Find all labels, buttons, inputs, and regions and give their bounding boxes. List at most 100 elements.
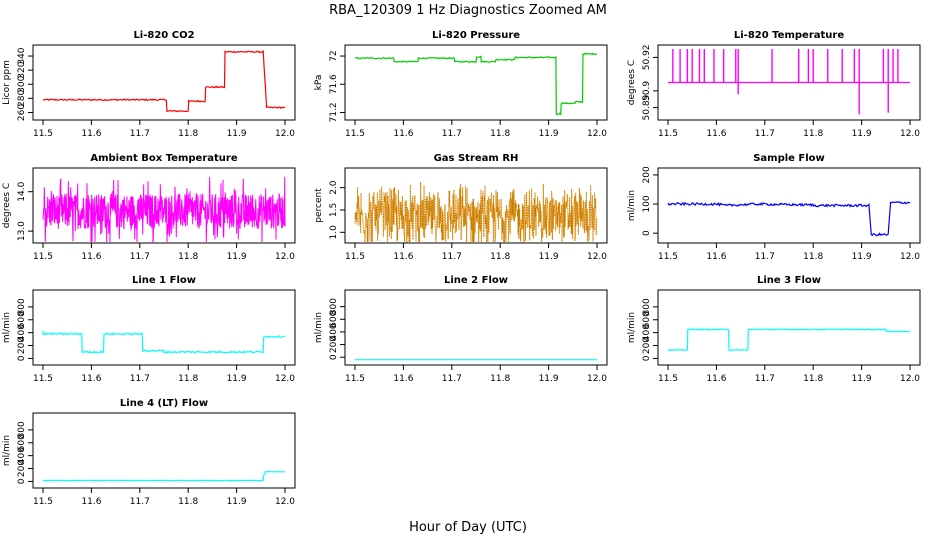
series-line: [42, 49, 286, 113]
x-tick-label: 11.6: [706, 252, 726, 262]
plot-frame: [657, 167, 921, 244]
y-tick-label: 800: [642, 298, 652, 315]
x-tick-label: 11.9: [539, 374, 559, 384]
y-tick-label: 400: [642, 324, 652, 341]
x-tick-label: 12.0: [587, 252, 607, 262]
panel-10: Line 4 (LT) Flow ml/min 11.5 11.6 11.7 11.8 11…: [2, 398, 296, 507]
y-tick-label: 200: [17, 460, 27, 477]
x-tick-label: 11.5: [658, 129, 678, 139]
x-tick-label: 12.0: [587, 374, 607, 384]
y-axis-label: Licor ppm: [2, 60, 12, 105]
y-axis-label: ml/min: [2, 435, 12, 466]
y-tick-label: 600: [642, 311, 652, 328]
y-tick-label: 800: [329, 298, 339, 315]
x-tick-label: 11.8: [178, 252, 198, 262]
x-tick-label: 12.0: [275, 374, 295, 384]
y-tick-label: 0: [17, 478, 27, 484]
plot-frame: [657, 289, 921, 366]
panel-title: Line 1 Flow: [132, 275, 196, 286]
x-tick-label: 12.0: [587, 129, 607, 139]
x-tick-label: 11.6: [393, 374, 413, 384]
x-tick-label: 11.8: [803, 374, 823, 384]
x-tick-label: 11.8: [178, 129, 198, 139]
y-tick-label: 200: [329, 336, 339, 353]
x-tick-label: 11.6: [81, 252, 101, 262]
y-axis-label: percent: [314, 188, 324, 223]
series-line: [42, 470, 286, 482]
panel-title: Gas Stream RH: [434, 153, 519, 164]
x-tick-label: 11.8: [490, 252, 510, 262]
y-tick-label: 50.9: [642, 81, 652, 101]
plot-frame: [344, 167, 608, 244]
panel-title: Line 2 Flow: [444, 275, 508, 286]
panel-4: Ambient Box Temperature degrees C 11.5 11.6…: [2, 153, 296, 262]
x-tick-label: 11.9: [852, 129, 872, 139]
y-tick-label: 1.5: [329, 203, 339, 217]
y-tick-label: 13.0: [17, 221, 27, 241]
x-tick-label: 11.7: [130, 374, 150, 384]
plot-frame: [32, 167, 296, 244]
x-tick-label: 11.9: [227, 497, 247, 507]
y-tick-label: 800: [17, 298, 27, 315]
series-line: [42, 176, 286, 243]
panel-title: Sample Flow: [753, 153, 825, 164]
y-tick-label: 600: [17, 311, 27, 328]
x-tick-label: 11.6: [81, 129, 101, 139]
x-tick-label: 11.6: [393, 252, 413, 262]
y-tick-label: 400: [329, 323, 339, 340]
y-tick-label: 300: [17, 75, 27, 92]
y-tick-label: 400: [17, 447, 27, 464]
panel-title: Line 3 Flow: [757, 275, 821, 286]
panel-2: Li-820 Pressure kPa 11.5 11.6 11.7 11.8 11.9 12…: [314, 30, 608, 139]
panel-title: Li-820 CO2: [133, 30, 194, 41]
y-axis-label: degrees C: [627, 60, 637, 105]
y-axis-label: ml/min: [627, 190, 637, 221]
x-tick-label: 12.0: [275, 252, 295, 262]
y-tick-label: 200: [17, 337, 27, 354]
y-tick-label: 800: [17, 421, 27, 438]
y-tick-label: 71.6: [329, 74, 339, 94]
panels: Li-820 CO2 Licor ppm 11.5 11.6 11.7 11.8 11.9 1…: [2, 30, 921, 507]
y-axis-label: degrees C: [2, 183, 12, 228]
x-tick-label: 11.5: [33, 497, 53, 507]
y-tick-label: 100: [642, 195, 652, 212]
series-line: [667, 328, 911, 352]
y-tick-label: 600: [329, 310, 339, 327]
y-tick-label: 1.0: [329, 225, 339, 240]
series-line: [42, 330, 286, 354]
y-tick-label: 0: [642, 355, 652, 361]
x-tick-label: 11.8: [803, 252, 823, 262]
plot-frame: [32, 44, 296, 121]
y-tick-label: 600: [17, 434, 27, 451]
figure-xlabel: Hour of Day (UTC): [409, 520, 527, 535]
x-tick-label: 11.5: [33, 129, 53, 139]
y-tick-label: 14.0: [17, 181, 27, 201]
y-tick-label: 280: [17, 90, 27, 107]
y-axis-label: kPa: [314, 75, 324, 91]
x-tick-label: 11.8: [178, 374, 198, 384]
y-tick-label: 50.92: [642, 44, 652, 70]
x-tick-label: 11.9: [539, 252, 559, 262]
x-tick-label: 11.9: [852, 252, 872, 262]
x-tick-label: 12.0: [275, 497, 295, 507]
x-tick-label: 11.7: [755, 252, 775, 262]
figure-title: RBA_120309 1 Hz Diagnostics Zoomed AM: [329, 3, 607, 18]
y-tick-label: 200: [642, 337, 652, 354]
plot-frame: [32, 412, 296, 489]
y-tick-label: 2.0: [329, 180, 339, 195]
panel-9: Line 3 Flow ml/min 11.5 11.6 11.7 11.8 11.9 12.…: [627, 275, 921, 384]
x-tick-label: 11.6: [706, 374, 726, 384]
y-tick-label: 400: [17, 324, 27, 341]
x-tick-label: 11.7: [442, 252, 462, 262]
y-tick-label: 200: [642, 166, 652, 183]
x-tick-label: 11.7: [755, 374, 775, 384]
x-tick-label: 11.8: [490, 374, 510, 384]
y-tick-label: 71.2: [329, 102, 339, 122]
x-tick-label: 11.5: [33, 374, 53, 384]
panel-8: Line 2 Flow ml/min 11.5 11.6 11.7 11.8 11.9 12.…: [314, 275, 608, 384]
panel-7: Line 1 Flow ml/min 11.5 11.6 11.7 11.8 11.9 12.…: [2, 275, 296, 384]
panel-5: Gas Stream RH percent 11.5 11.6 11.7 11.8 11.9…: [314, 153, 608, 262]
plot-frame: [344, 289, 608, 366]
x-tick-label: 11.7: [130, 252, 150, 262]
